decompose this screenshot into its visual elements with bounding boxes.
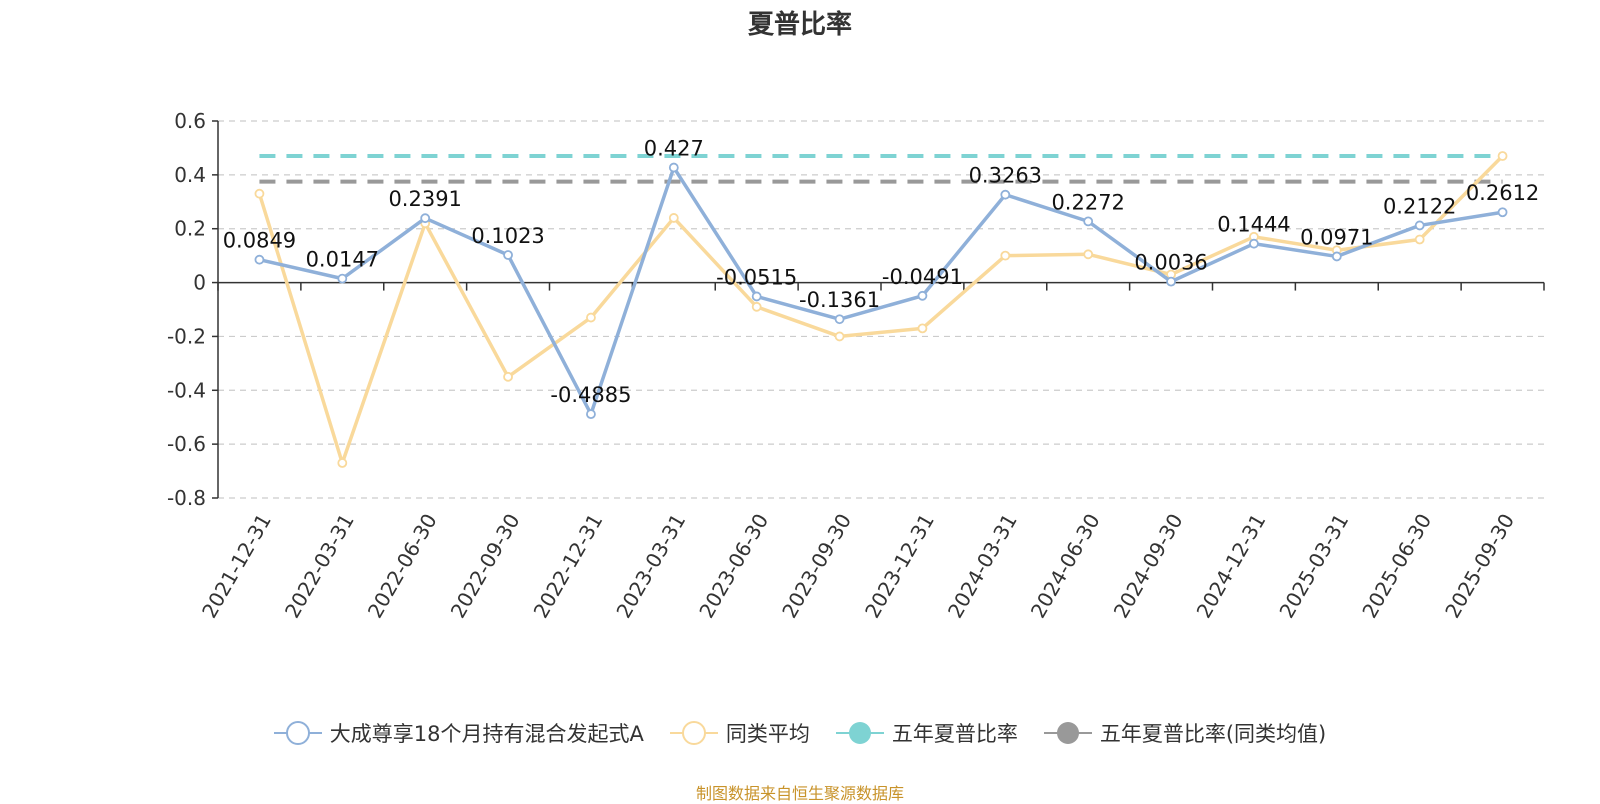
data-point — [1083, 249, 1094, 260]
y-tick-label: 0.6 — [174, 109, 206, 133]
data-label: 0.2272 — [1051, 190, 1124, 214]
legend-swatch-icon — [835, 722, 884, 744]
reference-lines — [259, 154, 1503, 184]
x-tick-label: 2023-06-30 — [694, 510, 773, 623]
x-tick-label: 2025-06-30 — [1357, 510, 1436, 623]
x-tick-label: 2024-03-31 — [943, 510, 1022, 623]
data-point — [420, 213, 431, 224]
data-point — [834, 314, 845, 325]
legend-label: 同类平均 — [725, 722, 810, 746]
x-tick-label: 2021-12-31 — [197, 510, 276, 623]
x-tick-label: 2023-12-31 — [860, 510, 939, 623]
legend-swatch-icon — [669, 721, 718, 745]
data-point — [503, 250, 513, 260]
data-label: -0.1361 — [799, 288, 880, 312]
data-label: -0.0491 — [882, 265, 963, 289]
x-tick-label: 2022-06-30 — [363, 510, 442, 623]
legend-label: 五年夏普比率 — [891, 722, 1018, 746]
x-tick-label: 2023-03-31 — [611, 510, 690, 623]
data-point — [1497, 151, 1508, 161]
x-tick-label: 2024-09-30 — [1109, 510, 1188, 623]
series-line — [257, 154, 1504, 465]
data-point — [1414, 220, 1425, 231]
y-tick-label: -0.4 — [167, 378, 206, 402]
legend-item[interactable]: 五年夏普比率(同类均值) — [1043, 718, 1327, 748]
data-point — [1000, 189, 1011, 200]
data-label: 0.2391 — [388, 187, 461, 211]
legend: 大成尊享18个月持有混合发起式A 同类平均 五年夏普比率 五年夏普比率(同类均值) — [0, 718, 1600, 748]
data-point — [668, 213, 679, 223]
legend-swatch-icon — [273, 721, 322, 745]
data-point — [1000, 250, 1011, 261]
data-point — [1414, 234, 1425, 245]
x-tick-label: 2022-03-31 — [280, 510, 359, 623]
data-point — [1083, 216, 1094, 227]
source-note: 制图数据来自恒生聚源数据库 — [695, 784, 904, 803]
data-point — [586, 312, 596, 323]
x-tick-label: 2025-03-31 — [1274, 510, 1353, 623]
legend-label: 大成尊享18个月持有混合发起式A — [329, 722, 644, 746]
data-point — [834, 331, 845, 342]
data-label: 0.0147 — [306, 248, 379, 272]
data-point — [1249, 238, 1259, 249]
data-point — [503, 371, 513, 382]
data-point — [1166, 276, 1176, 287]
data-label: 0.427 — [644, 137, 704, 161]
y-tick-label: -0.2 — [167, 324, 206, 348]
y-tick-label: -0.6 — [167, 432, 206, 456]
grid-layer — [218, 120, 1544, 499]
data-point — [668, 162, 679, 173]
legend-item[interactable]: 大成尊享18个月持有混合发起式A — [273, 718, 644, 748]
x-tick-label: 2024-12-31 — [1191, 510, 1270, 623]
data-label: 0.1023 — [471, 224, 544, 248]
data-point — [254, 254, 265, 265]
x-tick-label: 2022-09-30 — [446, 510, 525, 623]
data-point — [751, 301, 762, 312]
data-point — [917, 323, 928, 334]
legend-item[interactable]: 五年夏普比率 — [835, 718, 1018, 748]
legend-item[interactable]: 同类平均 — [669, 718, 810, 748]
series-line — [259, 165, 1503, 416]
data-point — [917, 290, 928, 301]
data-point — [254, 188, 265, 199]
y-tick-label: -0.8 — [167, 486, 206, 510]
data-point — [751, 291, 762, 302]
y-tick-label: 0.2 — [174, 217, 206, 241]
y-tick-label: 0.4 — [174, 163, 206, 187]
data-label: -0.4885 — [550, 383, 631, 407]
data-label: 0.0036 — [1134, 251, 1207, 275]
data-point — [337, 458, 348, 468]
data-label: 0.0971 — [1300, 225, 1373, 249]
x-tick-label: 2024-06-30 — [1026, 510, 1105, 623]
x-tick-label: 2025-09-30 — [1440, 510, 1519, 623]
data-label: -0.0515 — [716, 265, 797, 289]
data-point — [1331, 251, 1342, 262]
x-tick-label: 2022-12-31 — [528, 510, 607, 623]
data-point — [337, 273, 348, 284]
data-point — [586, 409, 596, 420]
data-labels: 0.0849 0.0147 0.2391 0.1023 -0.4885 0.427 -0.0… — [223, 137, 1540, 408]
data-label: 0.2122 — [1383, 194, 1456, 218]
y-tick-label: 0 — [193, 271, 206, 295]
data-label: 0.0849 — [223, 229, 296, 253]
data-label: 0.1444 — [1217, 213, 1290, 237]
data-point — [1497, 207, 1508, 218]
data-label: 0.2612 — [1466, 181, 1539, 205]
legend-swatch-icon — [1043, 722, 1092, 744]
data-label: 0.3263 — [969, 164, 1042, 188]
series-lines — [254, 151, 1508, 468]
legend-label: 五年夏普比率(同类均值) — [1099, 722, 1327, 746]
x-tick-label: 2023-09-30 — [777, 510, 856, 623]
chart-title: 夏普比率 — [747, 10, 852, 40]
